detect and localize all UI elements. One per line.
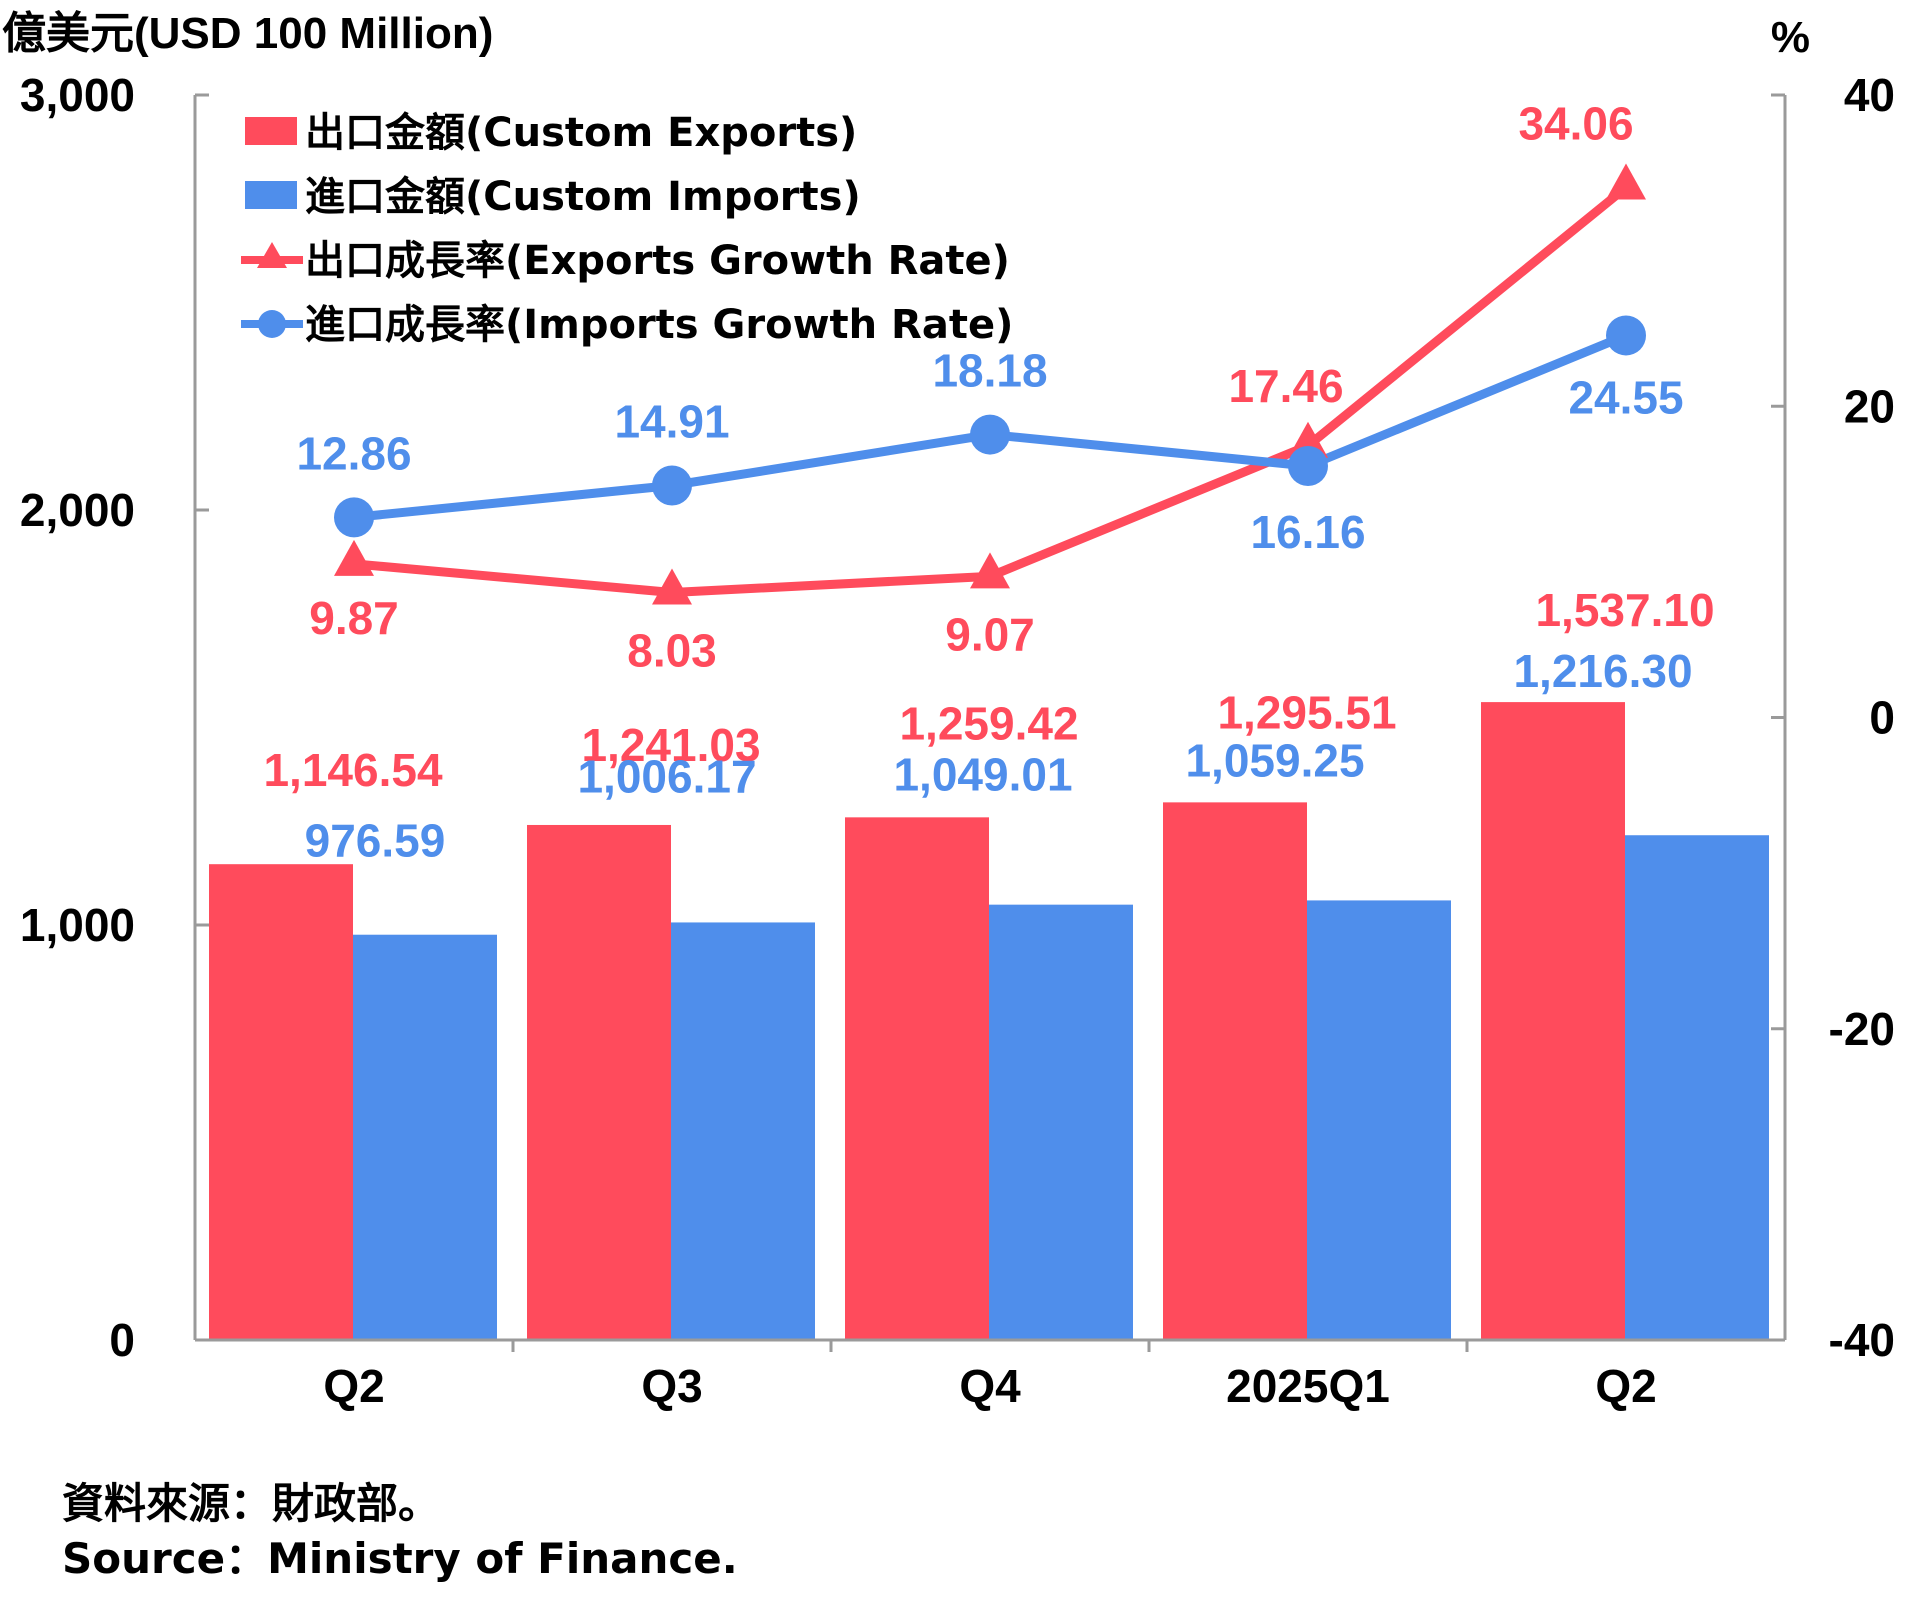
legend-label: 出口成長率(Exports Growth Rate) — [305, 238, 1010, 284]
x-tick-label: Q2 — [323, 1360, 384, 1412]
legend-swatch — [245, 181, 297, 209]
import-growth-label: 18.18 — [932, 345, 1047, 397]
import-bar — [989, 904, 1133, 1340]
export-growth-label: 9.07 — [945, 608, 1035, 660]
right-tick-label: -40 — [1829, 1314, 1895, 1366]
export-growth-marker — [970, 552, 1010, 589]
legend-label: 出口金額(Custom Exports) — [305, 110, 857, 156]
export-growth-marker — [1606, 163, 1646, 200]
left-tick-label: 0 — [109, 1314, 135, 1366]
export-bar-label: 1,537.10 — [1535, 584, 1714, 636]
import-growth-marker — [1606, 315, 1646, 356]
export-growth-marker — [652, 568, 692, 605]
legend-swatch — [245, 117, 297, 145]
left-axis-title: 億美元(USD 100 Million) — [2, 9, 493, 58]
source-line-en: Source：Ministry of Finance. — [62, 1534, 738, 1583]
export-growth-label: 9.87 — [309, 592, 399, 644]
source-line-zh: 資料來源：財政部。 — [62, 1479, 441, 1528]
export-growth-marker — [334, 539, 374, 576]
right-tick-label: 40 — [1844, 69, 1895, 121]
export-bar — [527, 824, 671, 1340]
right-tick-label: 0 — [1869, 692, 1895, 744]
import-bar-label: 1,006.17 — [577, 750, 756, 802]
legend-triangle-marker — [257, 242, 287, 268]
import-bar — [1625, 835, 1769, 1340]
import-bar — [1307, 900, 1451, 1340]
import-growth-marker — [970, 414, 1010, 455]
legend-label: 進口金額(Custom Imports) — [305, 174, 861, 220]
import-growth-marker — [1288, 446, 1328, 487]
export-growth-label: 17.46 — [1228, 360, 1343, 412]
legend-label: 進口成長率(Imports Growth Rate) — [305, 302, 1013, 348]
export-bar-label: 1,241.03 — [581, 719, 760, 771]
export-bar-label: 1,295.51 — [1217, 686, 1396, 738]
right-axis-title: % — [1771, 13, 1810, 62]
x-tick-label: Q2 — [1595, 1360, 1656, 1412]
import-bar-label: 976.59 — [305, 815, 446, 867]
import-bar — [671, 922, 815, 1340]
import-bar-label: 1,059.25 — [1185, 734, 1364, 786]
import-growth-label: 24.55 — [1568, 371, 1683, 423]
export-bar — [1481, 702, 1625, 1340]
export-growth-label: 8.03 — [627, 625, 717, 677]
import-bar — [353, 934, 497, 1340]
left-tick-label: 2,000 — [20, 484, 135, 536]
x-tick-label: Q3 — [641, 1360, 702, 1412]
right-tick-label: -20 — [1829, 1003, 1895, 1055]
left-tick-label: 3,000 — [20, 69, 135, 121]
export-growth-label: 34.06 — [1518, 97, 1633, 149]
left-tick-label: 1,000 — [20, 899, 135, 951]
x-tick-label: 2025Q1 — [1226, 1360, 1390, 1412]
import-growth-marker — [334, 497, 374, 538]
import-bar-label: 1,216.30 — [1513, 645, 1692, 697]
import-growth-label: 16.16 — [1250, 506, 1365, 558]
export-bar-label: 1,259.42 — [899, 697, 1078, 749]
legend-circle-marker — [258, 310, 286, 338]
right-tick-label: 20 — [1844, 380, 1895, 432]
import-growth-marker — [652, 465, 692, 506]
import-growth-label: 12.86 — [296, 427, 411, 479]
export-bar-label: 1,146.54 — [263, 744, 442, 796]
export-bar — [209, 864, 353, 1340]
x-tick-label: Q4 — [959, 1360, 1021, 1412]
import-growth-label: 14.91 — [614, 395, 729, 447]
import-bar-label: 1,049.01 — [893, 749, 1072, 801]
export-bar — [845, 817, 989, 1340]
export-bar — [1163, 802, 1307, 1340]
